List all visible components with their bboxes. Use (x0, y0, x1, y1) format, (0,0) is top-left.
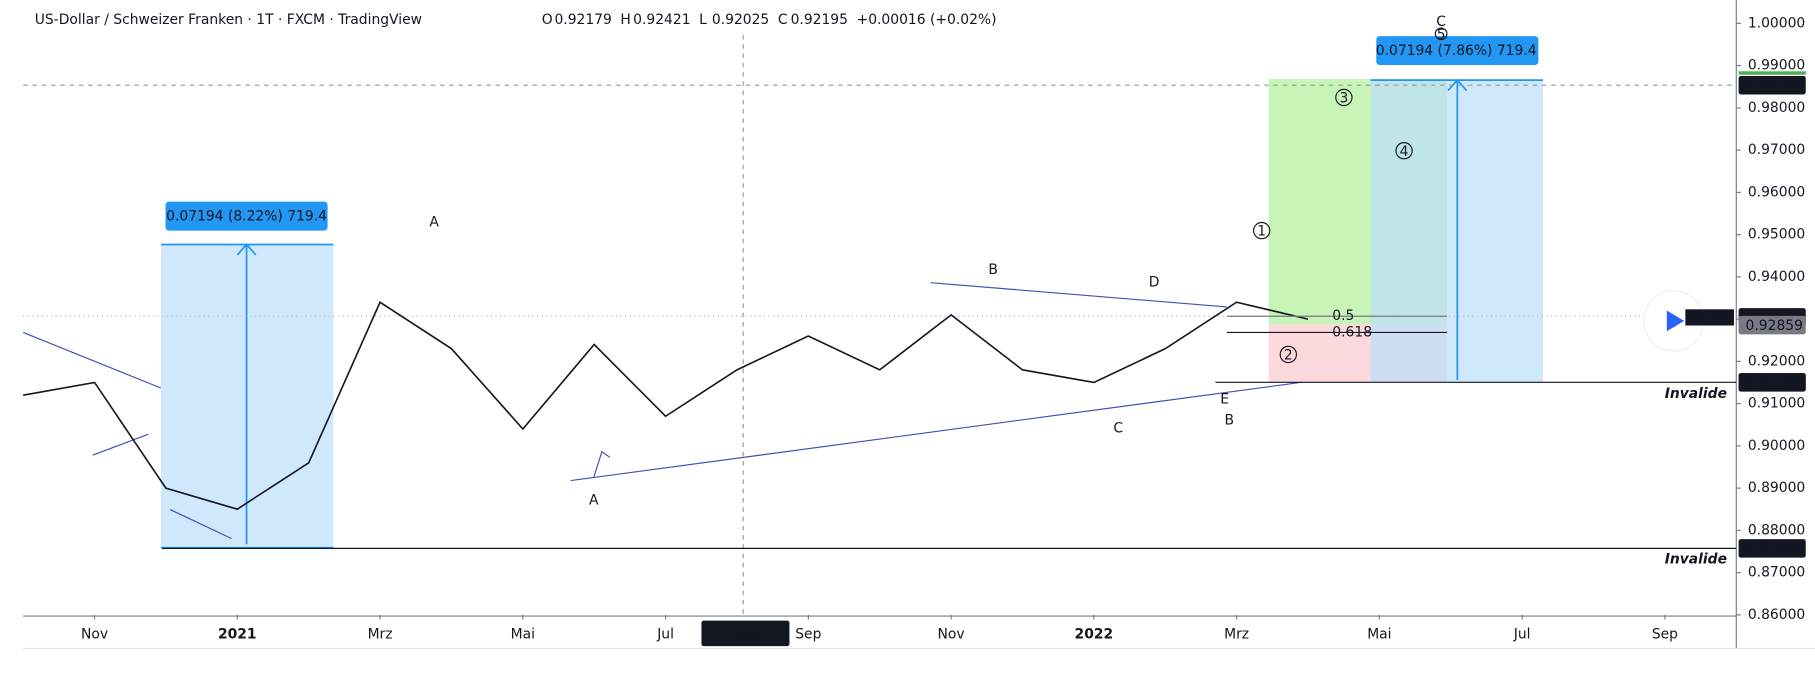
price-marker-bg (1738, 373, 1806, 392)
x-tick-label: Nov (938, 627, 965, 643)
impulse-circle (1253, 221, 1271, 240)
x-tick-label: Nov (81, 627, 108, 643)
measure-arrow-head (236, 243, 257, 256)
ohlc-value: 0.92025 (712, 12, 769, 28)
ohlc-label: C (778, 12, 788, 28)
impulse-circle (1279, 345, 1298, 364)
y-tick-label: 0.92000 (1748, 353, 1805, 369)
x-tick-label: Mai (1367, 627, 1391, 643)
price-marker: 0.87574 (1746, 542, 1804, 558)
trendlines (22, 282, 1303, 540)
measure-arrow-head (1447, 78, 1468, 92)
sub-wave-label: C (1113, 421, 1123, 437)
ohlc-label: L (699, 12, 707, 28)
ohlc-value: 0.92179 (554, 12, 611, 28)
x-tick-label: Mai (511, 627, 535, 643)
fib-label: 0.618 (1332, 324, 1372, 340)
symbol-tag-bg (1685, 309, 1734, 326)
x-tick-label: Mrz (368, 627, 393, 643)
price-marker: 0.92859 (1746, 318, 1803, 334)
y-tick-label: 0.98000 (1748, 100, 1805, 116)
wave-label: C (1436, 14, 1446, 30)
measure-label-bg (1376, 36, 1539, 66)
play-icon (1666, 310, 1685, 332)
x-tick-label: Sep (795, 627, 821, 643)
invalid-label: Invalide (1665, 386, 1727, 402)
ohlc-value: 0.92195 (791, 12, 848, 28)
y-tick-label: 1.00000 (1748, 15, 1805, 31)
crosshair-date: 11 Aug '21 (708, 627, 783, 643)
sub-wave-label: B (988, 262, 998, 278)
x-tick-label: 2021 (218, 627, 257, 643)
impulse-circle (1395, 142, 1413, 160)
measure-label-bg (165, 201, 328, 231)
y-tick-label: 0.90000 (1748, 438, 1805, 454)
price-marker: 0.98537 (1746, 78, 1803, 94)
y-tick-label: 0.94000 (1748, 269, 1805, 285)
sub-wave-label: D (1149, 275, 1160, 291)
y-tick-label: 0.97000 (1748, 142, 1805, 158)
ohlc-value: 0.92421 (633, 12, 690, 28)
price-marker-bg (1738, 75, 1806, 95)
x-tick-label: Jul (1513, 627, 1531, 643)
x-tick-label: Jul (656, 627, 674, 643)
y-tick-label: 0.96000 (1748, 184, 1805, 200)
change: +0.00016 (+0.02%) (857, 12, 997, 28)
impulse-circle (1335, 88, 1353, 107)
fib-label: 0.5 (1332, 308, 1354, 324)
impulse-label: 2 (1284, 348, 1293, 364)
chart-title: US-Dollar / Schweizer Franken · 1T · FXC… (35, 12, 422, 28)
x-tick-label: 2022 (1075, 627, 1114, 643)
wave-label: B (1225, 412, 1235, 428)
ohlc: O 0.92179 H 0.92421 L 0.92025 C 0.92195 +0.00016… (542, 12, 997, 28)
sub-wave-label: A (589, 492, 599, 508)
ohlc-label: H (620, 12, 630, 28)
price-marker-bg (1738, 315, 1806, 335)
y-tick-label: 0.99000 (1748, 58, 1805, 74)
impulse-label: 3 (1339, 91, 1348, 107)
price-marker: 0.91503 (1746, 376, 1803, 392)
symbol-tag: SDCHF (1687, 309, 1735, 325)
price-marker-bg (1738, 539, 1806, 558)
sub-wave-label: E (1220, 392, 1229, 408)
measure-label: 0.07194 (8.22%) 719.4 (166, 209, 327, 225)
y-tick-label: 0.86000 (1748, 607, 1805, 623)
y-tick-label: 0.89000 (1748, 480, 1805, 496)
measure-label: 0.07194 (7.86%) 719.4 (1376, 43, 1537, 59)
marker-accent (1738, 71, 1806, 75)
impulse-label: 4 (1400, 144, 1409, 160)
y-tick-label: 0.88000 (1748, 522, 1805, 538)
y-tick-label: 0.91000 (1748, 396, 1805, 412)
y-tick-label: 0.95000 (1748, 227, 1805, 243)
wave-label: A (429, 214, 439, 230)
x-tick-label: Mrz (1224, 627, 1249, 643)
x-tick-label: Sep (1652, 627, 1678, 643)
impulse-label: 1 (1257, 224, 1266, 240)
impulse-label: 5 (1437, 27, 1446, 43)
impulse-circle (1434, 27, 1448, 41)
crosshair-date-bg (701, 620, 790, 647)
price-line (23, 301, 1309, 511)
invalid-label: Invalide (1665, 551, 1727, 567)
ohlc-label: O (542, 12, 553, 28)
y-tick-label: 0.87000 (1748, 565, 1805, 581)
